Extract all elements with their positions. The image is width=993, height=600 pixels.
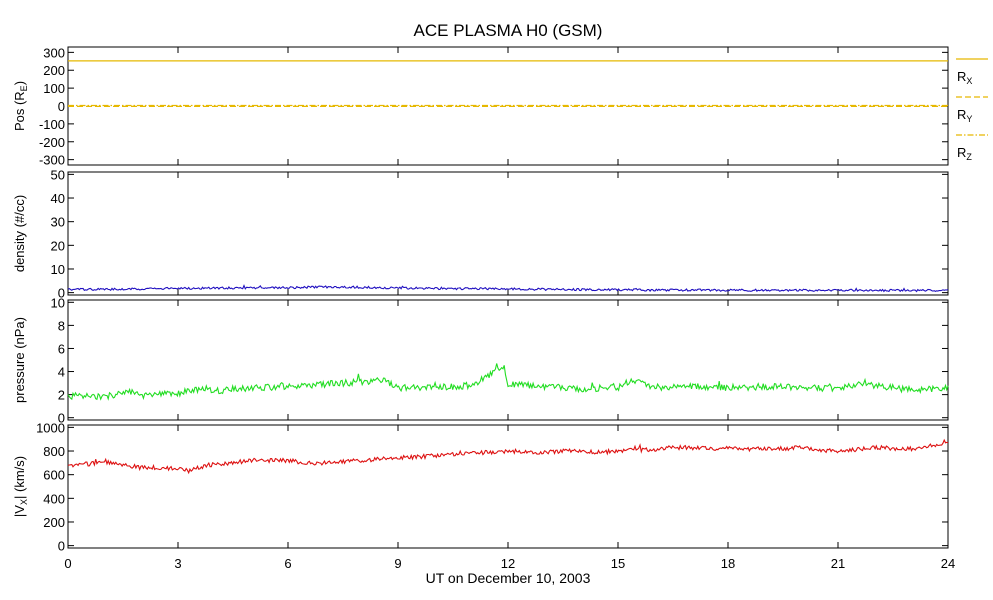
y-axis-label-close: ) [12,81,27,85]
x-tick-label: 21 [831,556,845,571]
chart-title: ACE PLASMA H0 (GSM) [414,21,603,40]
panel-frame [67,424,949,549]
y-tick-label: 50 [51,167,65,182]
y-axis-label: density (#/cc) [12,195,27,272]
panel-frame [67,299,949,421]
y-tick-label: 0 [58,539,65,554]
series-line-4-1 [67,438,949,475]
legend-label: RX [957,69,972,86]
y-axis-label: |VX| (km/s) [12,456,29,517]
y-tick-label: 2 [58,388,65,403]
y-axis-label-main: |V [12,505,27,517]
legend-label-main: R [957,145,966,160]
legend-label-main: R [957,107,966,122]
y-tick-label: -300 [39,153,65,168]
y-tick-label: 300 [43,45,65,60]
legend-label-main: R [957,69,966,84]
x-tick-label: 24 [941,556,955,571]
y-axis-label-main: pressure (nPa) [12,317,27,403]
x-tick-label: 6 [284,556,291,571]
legend-label-sub: X [966,76,972,86]
y-tick-label: 200 [43,515,65,530]
y-tick-label: 200 [43,63,65,78]
panel-3: 10 8 6 4 2 0 pressure (nPa) [12,295,949,426]
x-tick-label: 3 [174,556,181,571]
legend-label-sub: Y [966,114,972,124]
legend-label: RZ [957,145,972,162]
y-tick-label: 6 [58,341,65,356]
y-tick-label: 8 [58,318,65,333]
y-tick-label: 30 [51,215,65,230]
x-tick-label: 0 [64,556,71,571]
y-tick-label: 600 [43,468,65,483]
y-tick-label: 4 [58,365,65,380]
y-axis-label: Pos (RE) [12,81,29,131]
panel-2: 50 40 30 20 10 0 density (#/cc) [12,167,949,301]
y-axis-label-close: | (km/s) [12,456,27,499]
x-axis: 0 3 6 9 12 15 18 21 24 [64,556,955,571]
y-tick-label: 400 [43,491,65,506]
y-tick-label: 20 [51,238,65,253]
y-tick-label: 100 [43,81,65,96]
y-axis-label-main: density (#/cc) [12,195,27,272]
x-tick-label: 9 [394,556,401,571]
x-tick-label: 12 [501,556,515,571]
legend-label-sub: Z [966,152,972,162]
panel-4: 1000 800 600 400 200 0 |VX| (km/s) [12,420,949,554]
panel-frame [67,171,949,296]
y-tick-label: 10 [51,295,65,310]
y-tick-label: 10 [51,262,65,277]
series-line-2-1 [67,284,949,293]
y-tick-label: -200 [39,135,65,150]
y-axis-label: pressure (nPa) [12,317,27,403]
x-tick-label: 18 [721,556,735,571]
y-axis-label-main: Pos (R [12,91,27,131]
x-axis-label: UT on December 10, 2003 [426,570,591,586]
y-axis-label-sub: X [19,499,29,505]
y-tick-label: -100 [39,117,65,132]
x-tick-label: 15 [611,556,625,571]
y-tick-label: 0 [58,99,65,114]
legend-label: RY [957,107,972,124]
y-tick-label: 800 [43,444,65,459]
y-tick-label: 0 [58,286,65,301]
y-tick-label: 40 [51,191,65,206]
y-axis-label-sub: E [19,85,29,91]
y-tick-label: 0 [58,411,65,426]
series-line-3-1 [67,363,949,401]
y-tick-label: 1000 [36,420,65,435]
